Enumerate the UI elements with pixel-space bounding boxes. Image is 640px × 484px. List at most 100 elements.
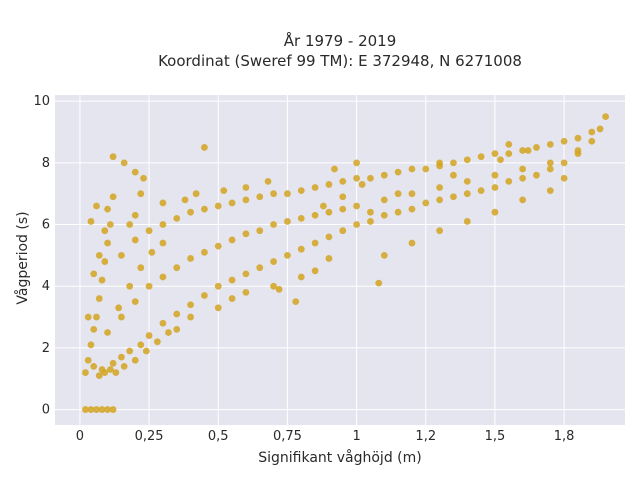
data-point (140, 174, 147, 182)
data-point (153, 338, 161, 346)
data-point (491, 171, 499, 179)
data-point (192, 190, 200, 198)
data-point (106, 221, 114, 228)
data-point (159, 319, 167, 327)
data-point (214, 282, 222, 290)
data-point (242, 288, 250, 296)
data-point (131, 168, 139, 176)
data-point (311, 267, 319, 275)
data-point (394, 208, 402, 216)
data-point (145, 227, 153, 235)
data-point (477, 187, 485, 195)
x-tick-label: 0,75 (273, 429, 302, 444)
data-point (519, 147, 527, 154)
data-point (408, 190, 416, 198)
data-point (214, 202, 222, 210)
data-point (173, 214, 181, 222)
data-point (98, 276, 106, 284)
data-point (95, 251, 103, 259)
data-point (131, 356, 139, 364)
data-point (270, 282, 277, 290)
data-point (524, 147, 532, 154)
data-point (270, 190, 277, 198)
data-point (118, 251, 125, 259)
x-axis-label: Signifikant våghöjd (m) (258, 449, 421, 466)
data-point (270, 258, 277, 265)
data-point (519, 174, 527, 182)
data-point (297, 187, 305, 195)
data-point (533, 144, 540, 151)
data-point (450, 193, 457, 201)
data-point (228, 236, 236, 244)
y-tick-label: 0 (42, 403, 50, 418)
data-point (115, 304, 123, 312)
data-point (339, 193, 347, 201)
data-point (380, 211, 388, 219)
data-point (325, 255, 333, 262)
data-point (546, 165, 554, 173)
data-point (353, 202, 361, 210)
y-tick-label: 4 (42, 279, 50, 294)
data-point (505, 177, 513, 185)
data-point (497, 156, 504, 164)
data-point (159, 199, 167, 207)
data-point (118, 313, 125, 321)
data-point (519, 196, 527, 204)
x-tick-label: 0,5 (208, 429, 229, 444)
data-point (394, 190, 402, 198)
data-point (311, 239, 319, 247)
x-axis-ticks: 0 0,25 0,5 0,75 1 1,2 1,5 1,8 (76, 429, 575, 444)
data-points (82, 113, 610, 413)
data-point (104, 205, 111, 213)
data-point (84, 313, 92, 321)
data-point (173, 264, 181, 272)
data-point (256, 193, 264, 201)
x-tick-label: 0 (76, 429, 84, 444)
data-point (137, 341, 145, 349)
data-point (422, 165, 430, 173)
data-point (242, 184, 250, 191)
data-point (574, 134, 582, 142)
data-point (275, 285, 283, 293)
data-point (82, 369, 89, 376)
chart-title-line-2: Koordinat (Sweref 99 TM): E 372948, N 62… (158, 52, 522, 70)
data-point (101, 369, 109, 376)
data-point (491, 184, 499, 191)
data-point (394, 168, 402, 176)
data-point (339, 177, 347, 185)
data-point (181, 196, 189, 204)
x-tick-label: 1,5 (485, 429, 506, 444)
y-tick-label: 2 (42, 341, 50, 356)
data-point (408, 165, 416, 173)
data-point (87, 218, 95, 225)
data-point (104, 406, 111, 413)
data-point (148, 248, 156, 256)
data-point (118, 353, 125, 361)
data-point (450, 159, 457, 167)
data-point (242, 230, 250, 238)
data-point (87, 406, 95, 413)
data-point (126, 282, 134, 290)
data-point (408, 239, 416, 247)
data-point (101, 258, 109, 265)
data-point (165, 329, 172, 336)
y-tick-label: 6 (42, 218, 50, 233)
data-point (214, 242, 222, 250)
data-point (242, 196, 250, 204)
y-tick-label: 10 (33, 94, 50, 109)
data-point (101, 227, 109, 235)
data-point (325, 233, 333, 241)
data-point (109, 359, 117, 367)
data-point (546, 159, 554, 167)
x-tick-label: 0,25 (135, 429, 164, 444)
data-point (228, 276, 236, 284)
data-point (292, 298, 300, 306)
data-point (256, 227, 264, 235)
data-point (311, 184, 319, 191)
data-point (159, 221, 167, 228)
data-point (297, 245, 305, 253)
data-point (367, 174, 374, 182)
data-point (325, 208, 333, 216)
data-point (505, 140, 513, 148)
data-point (353, 159, 361, 167)
